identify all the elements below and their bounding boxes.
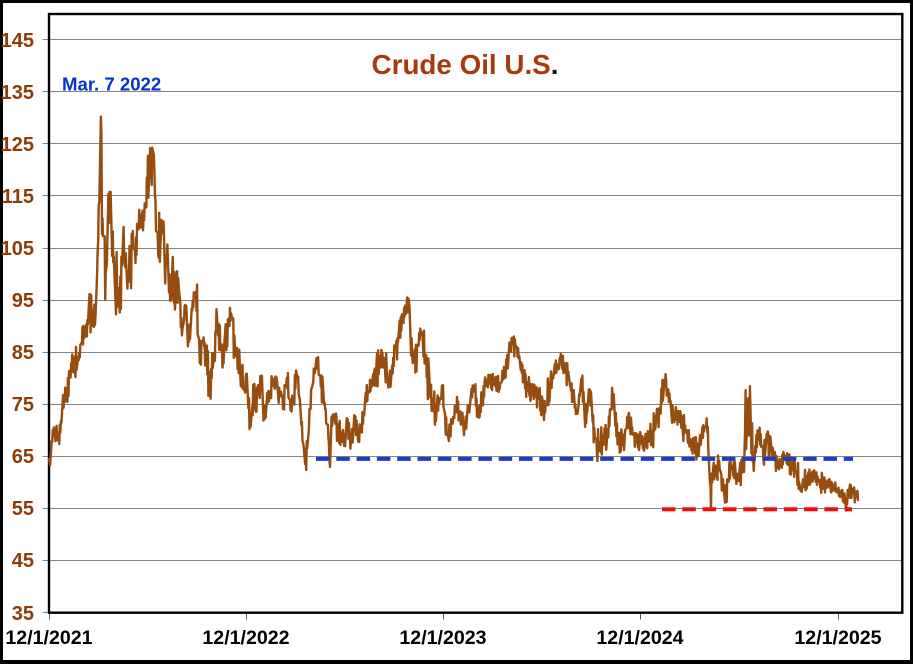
svg-text:115: 115	[2, 186, 34, 208]
svg-text:12/1/2024: 12/1/2024	[596, 627, 683, 649]
svg-text:12/1/2025: 12/1/2025	[794, 627, 881, 649]
svg-text:135: 135	[1, 82, 34, 104]
svg-text:Crude Oil U.S.: Crude Oil U.S.	[372, 49, 559, 80]
svg-text:35: 35	[12, 603, 34, 625]
svg-text:65: 65	[12, 446, 34, 468]
svg-text:95: 95	[12, 290, 34, 312]
svg-text:12/1/2022: 12/1/2022	[202, 627, 289, 649]
svg-text:105: 105	[1, 238, 34, 260]
svg-text:145: 145	[1, 30, 34, 52]
svg-text:Mar. 7 2022: Mar. 7 2022	[62, 74, 161, 95]
svg-text:125: 125	[1, 134, 34, 156]
svg-text:45: 45	[12, 550, 34, 572]
svg-text:85: 85	[12, 342, 34, 364]
svg-text:75: 75	[12, 394, 34, 416]
svg-text:55: 55	[12, 498, 34, 520]
svg-text:12/1/2023: 12/1/2023	[399, 627, 486, 649]
svg-text:12/1/2021: 12/1/2021	[5, 627, 92, 649]
